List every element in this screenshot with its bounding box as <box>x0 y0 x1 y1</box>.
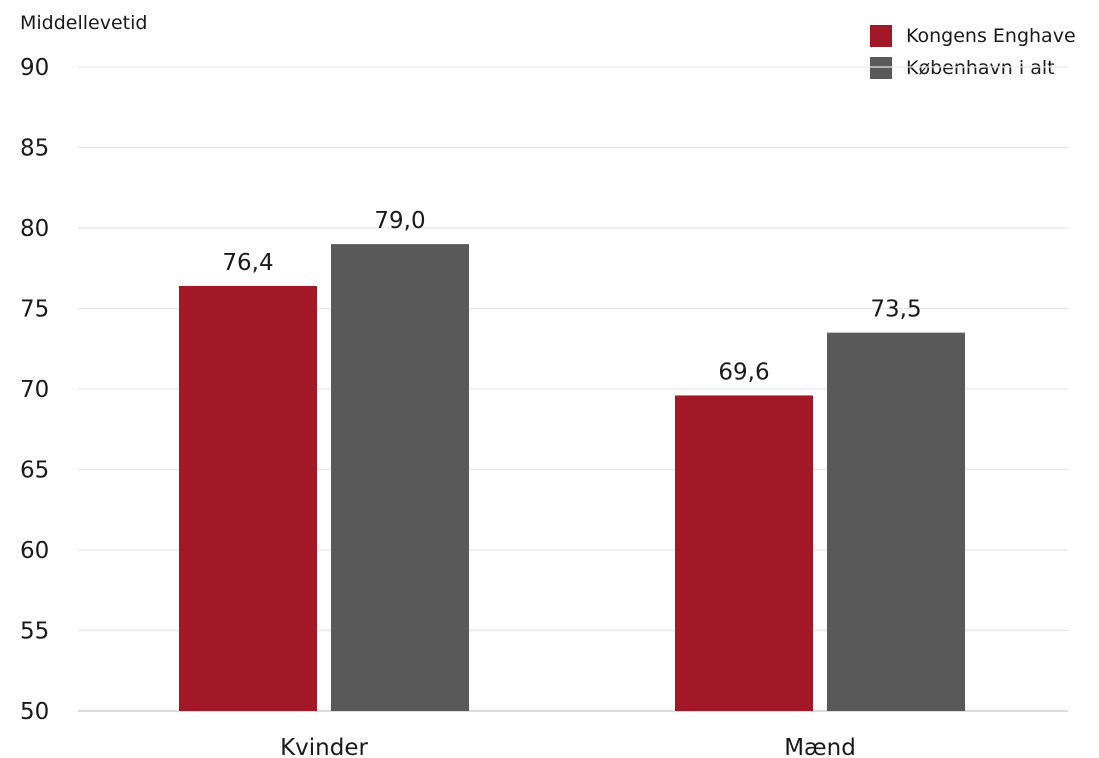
bar-kongens-enghave-kvinder <box>179 285 317 711</box>
y-tick-label-60: 60 <box>20 538 49 564</box>
legend-label-kongens-enghave: Kongens Enghave <box>906 25 1076 47</box>
x-tick-label-kvinder: Kvinder <box>280 735 368 758</box>
data-label-kongens-enghave-mænd: 69,6 <box>718 359 769 385</box>
data-label-kongens-enghave-kvinder: 76,4 <box>222 250 273 276</box>
data-label-k-benhavn-i-alt-kvinder: 79,0 <box>374 208 425 234</box>
legend-item-kobenhavn-i-alt: København i alt <box>870 52 1076 84</box>
bar-kongens-enghave-mænd <box>675 395 813 711</box>
bar-k-benhavn-i-alt-mænd <box>827 332 965 711</box>
legend-swatch-kobenhavn-i-alt <box>870 57 892 79</box>
y-tick-label-70: 70 <box>20 377 49 403</box>
y-tick-label-90: 90 <box>20 55 49 81</box>
legend: Kongens Enghave København i alt <box>870 20 1076 84</box>
y-axis-label: Middellevetid <box>20 12 148 34</box>
x-tick-label-mænd: Mænd <box>784 735 856 758</box>
legend-label-kobenhavn-i-alt: København i alt <box>906 57 1055 79</box>
y-tick-label-85: 85 <box>20 136 49 162</box>
y-tick-label-50: 50 <box>20 699 49 725</box>
legend-item-kongens-enghave: Kongens Enghave <box>870 20 1076 52</box>
data-label-k-benhavn-i-alt-mænd: 73,5 <box>870 297 921 323</box>
y-tick-label-65: 65 <box>20 458 49 484</box>
y-tick-label-80: 80 <box>20 216 49 242</box>
y-tick-label-75: 75 <box>20 297 49 323</box>
bar-k-benhavn-i-alt-kvinder <box>331 244 469 711</box>
y-tick-label-55: 55 <box>20 619 49 645</box>
legend-swatch-kongens-enghave <box>870 25 892 47</box>
